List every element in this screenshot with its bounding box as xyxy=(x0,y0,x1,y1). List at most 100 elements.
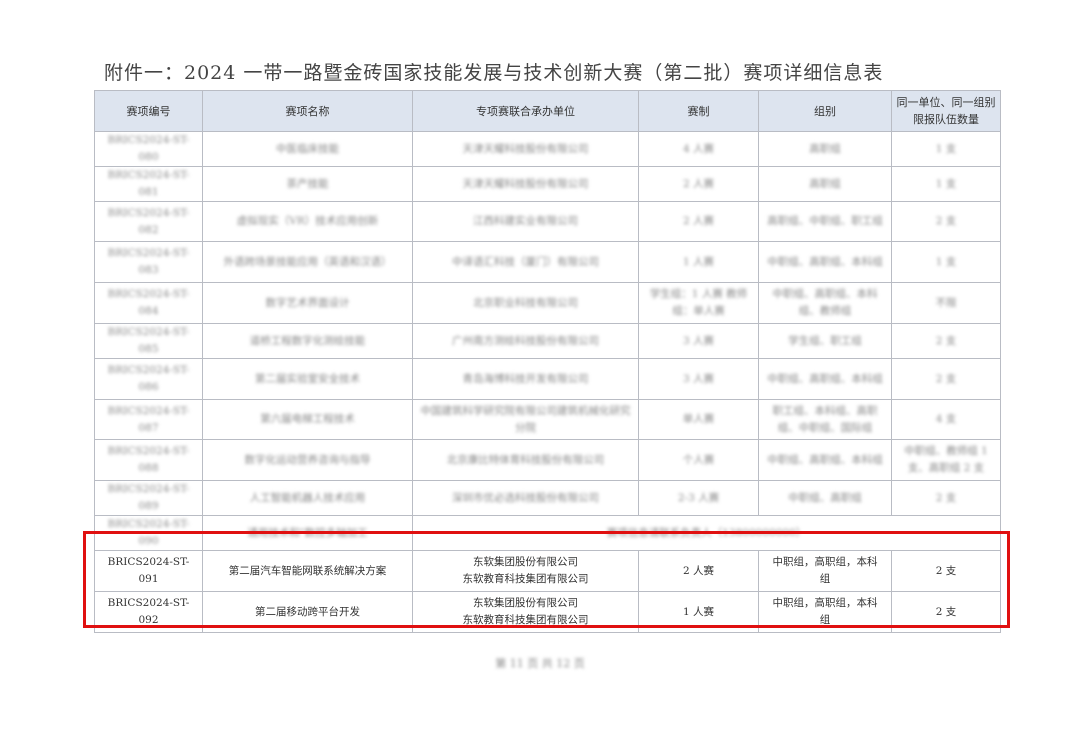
cell-text: BRICS2024-ST-080 xyxy=(107,134,190,163)
organizer: 东软集团股份有限公司 xyxy=(473,556,578,568)
cell-text: 中职组、高职组 xyxy=(788,491,862,504)
cell-text: 中职组、教师组 1 支、高职组 2 支 xyxy=(904,445,988,474)
cell: BRICS2024-ST-088 xyxy=(94,439,203,481)
cell: 深圳市优必选科技股份有限公司 xyxy=(412,480,639,516)
cell: 江西科建实业有限公司 xyxy=(412,201,639,242)
cell: 第二届实验室安全技术 xyxy=(202,358,413,400)
organizers: 东软集团股份有限公司 东软教育科技集团有限公司 xyxy=(412,591,639,633)
cell: 数字化运动营养咨询与指导 xyxy=(202,439,413,481)
cell-text: 4 支 xyxy=(935,413,957,425)
cell: 2 支 xyxy=(891,480,1001,516)
cell: 3 人赛 xyxy=(638,358,759,400)
event-format: 1 人赛 xyxy=(638,591,759,633)
cell: 3 人赛 xyxy=(638,323,759,359)
cell-text: 中职组、高职组、本科组、教师组 xyxy=(772,288,878,317)
cell-text: 高职组 xyxy=(809,177,841,190)
cell: 4 人赛 xyxy=(638,131,759,167)
cell: BRICS2024-ST-081 xyxy=(94,166,203,202)
cell: 高职组 xyxy=(758,131,892,167)
event-format: 2 人赛 xyxy=(638,550,759,592)
cell-text: 职工组、本科组、高职组、中职组、国际组 xyxy=(772,404,878,434)
event-name: 第二届移动跨平台开发 xyxy=(202,591,413,633)
organizer: 东软教育科技集团有限公司 xyxy=(462,614,589,626)
cell: 茶产技能 xyxy=(202,166,413,202)
cell: 2 人赛 xyxy=(638,201,759,242)
cell-text: 个人赛 xyxy=(682,453,715,466)
cell-text: BRICS2024-ST-089 xyxy=(107,483,190,512)
organizers: 东软集团股份有限公司 东软教育科技集团有限公司 xyxy=(412,550,639,592)
cell-text: 数字艺术界面设计 xyxy=(265,296,350,309)
cell-text: 茶产技能 xyxy=(286,177,329,190)
table-row: BRICS2024-ST-084 数字艺术界面设计 北京职业科技有限公司 学生组：1 … xyxy=(94,282,1001,324)
table-row: BRICS2024-ST-082 虚拟现实（VR）技术应用创新 江西科建实业有限公司… xyxy=(94,201,1001,242)
cell-text: 天津天耀科技股份有限公司 xyxy=(462,142,589,155)
cell: 2 人赛 xyxy=(638,166,759,202)
table-row: BRICS2024-ST-083 外语跨场景技能应用（英语和汉语） 中译语汇科技（厦… xyxy=(94,241,1001,283)
cell-text: 中职组、高职组、本科组 xyxy=(767,372,883,385)
cell: 高职组 xyxy=(758,166,892,202)
document-title: 附件一：2024 一带一路暨金砖国家技能发展与技术创新大赛（第二批）赛项详细信息… xyxy=(104,62,884,84)
cell: 职工组、本科组、高职组、中职组、国际组 xyxy=(758,399,892,440)
cell-text: 1 支 xyxy=(935,255,957,268)
cell-text: 青岛海博科技开发有限公司 xyxy=(462,372,589,385)
header-group: 组别 xyxy=(758,90,892,132)
table-row-merged: BRICS2024-ST-090 通用技术和"数控多轴加工 赛项信息请联系负责人（1… xyxy=(94,515,1001,551)
cell: 中职组、高职组 xyxy=(758,480,892,516)
table-row: BRICS2024-ST-080 中医临床技能 天津天耀科技股份有限公司 4 人赛 高职… xyxy=(94,131,1001,167)
cell: 2 支 xyxy=(891,201,1001,242)
cell: 中国建筑科学研究院有限公司建筑机械化研究分院 xyxy=(412,399,639,440)
cell: 道桥工程数字化测绘技能 xyxy=(202,323,413,359)
cell-text: BRICS2024-ST-083 xyxy=(107,247,190,276)
cell-text: 中职组、高职组、本科组 xyxy=(767,453,883,466)
page-footer: 第 11 页 共 12 页 xyxy=(0,655,1080,671)
cell-text: 数字化运动营养咨询与指导 xyxy=(244,453,371,466)
cell: 天津天耀科技股份有限公司 xyxy=(412,131,639,167)
cell: BRICS2024-ST-082 xyxy=(94,201,203,242)
cell: 中职组、高职组、本科组 xyxy=(758,358,892,400)
event-quota: 2 支 xyxy=(891,591,1001,633)
cell: 中职组、教师组 1 支、高职组 2 支 xyxy=(891,439,1001,481)
cell: 1 支 xyxy=(891,131,1001,167)
cell-text: 2 人赛 xyxy=(682,177,715,190)
cell-text: 3 人赛 xyxy=(682,334,715,347)
cell: 天津天耀科技股份有限公司 xyxy=(412,166,639,202)
cell-text: 外语跨场景技能应用（英语和汉语） xyxy=(223,255,392,268)
header-org: 专项赛联合承办单位 xyxy=(412,90,639,132)
event-id: BRICS2024-ST-092 xyxy=(94,591,203,633)
events-table: 赛项编号 赛项名称 专项赛联合承办单位 赛制 组别 同一单位、同一组别限报队伍数… xyxy=(94,90,1001,633)
cell: 高职组、中职组、职工组 xyxy=(758,201,892,242)
header-format: 赛制 xyxy=(638,90,759,132)
cell-text: 江西科建实业有限公司 xyxy=(473,215,578,227)
cell: 北京康比特体育科技股份有限公司 xyxy=(412,439,639,481)
organizer: 东软教育科技集团有限公司 xyxy=(462,573,589,585)
cell-text: 广州南方测绘科技股份有限公司 xyxy=(452,334,599,347)
cell: BRICS2024-ST-087 xyxy=(94,399,203,440)
header-name: 赛项名称 xyxy=(202,90,413,132)
cell: 中医临床技能 xyxy=(202,131,413,167)
cell: 通用技术和"数控多轴加工 xyxy=(202,515,413,551)
cell: 数字艺术界面设计 xyxy=(202,282,413,324)
cell-text: BRICS2024-ST-085 xyxy=(107,326,190,355)
cell-text: 中职组、高职组、本科组 xyxy=(767,255,883,268)
cell: BRICS2024-ST-086 xyxy=(94,358,203,400)
cell-text: 高职组、中职组、职工组 xyxy=(767,215,883,227)
cell: 虚拟现实（VR）技术应用创新 xyxy=(202,201,413,242)
cell-text: 中医临床技能 xyxy=(276,142,339,155)
cell: BRICS2024-ST-080 xyxy=(94,131,203,167)
cell-text: 人工智能机器人技术应用 xyxy=(249,491,366,504)
cell: BRICS2024-ST-085 xyxy=(94,323,203,359)
table-row: BRICS2024-ST-088 数字化运动营养咨询与指导 北京康比特体育科技股份有… xyxy=(94,439,1001,481)
cell-text: 道桥工程数字化测绘技能 xyxy=(249,334,366,347)
cell: 第六届电梯工程技术 xyxy=(202,399,413,440)
cell-text: 天津天耀科技股份有限公司 xyxy=(462,177,589,190)
cell: 2 支 xyxy=(891,323,1001,359)
event-group: 中职组，高职组，本科组 xyxy=(758,550,892,592)
cell: 学生组、职工组 xyxy=(758,323,892,359)
header-id: 赛项编号 xyxy=(94,90,203,132)
cell: 不限 xyxy=(891,282,1001,324)
cell-text: BRICS2024-ST-082 xyxy=(107,206,190,236)
cell: 2 支 xyxy=(891,358,1001,400)
cell: BRICS2024-ST-084 xyxy=(94,282,203,324)
table-header-row: 赛项编号 赛项名称 专项赛联合承办单位 赛制 组别 同一单位、同一组别限报队伍数… xyxy=(94,90,1001,132)
cell-text: BRICS2024-ST-081 xyxy=(107,169,190,198)
